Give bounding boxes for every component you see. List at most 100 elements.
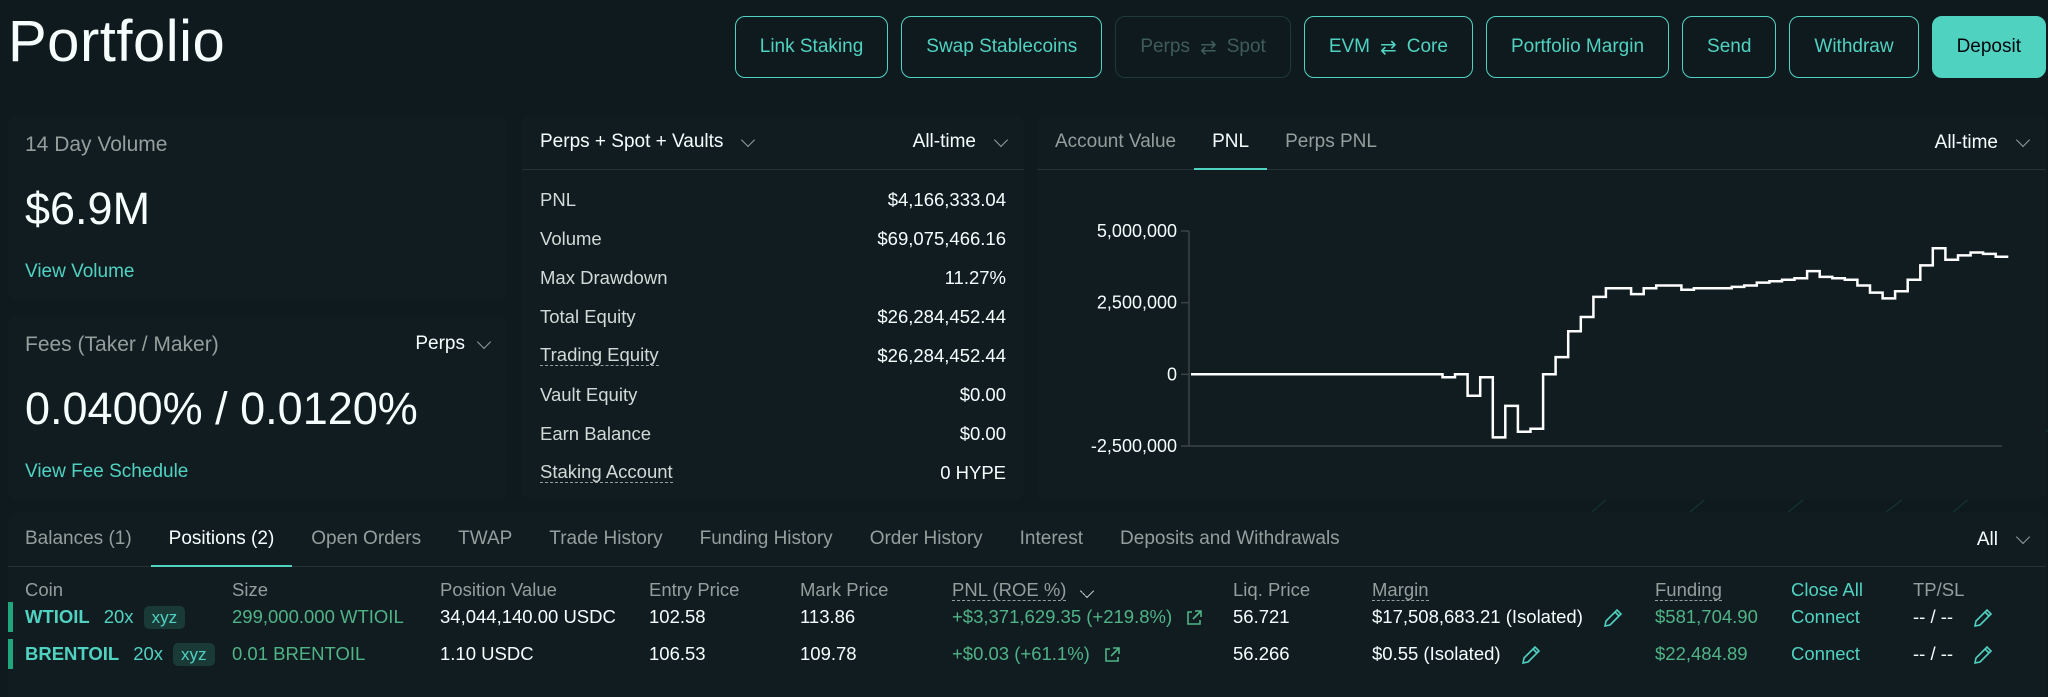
stats-header: Perps + Spot + Vaults All-time: [522, 115, 1024, 170]
tab-interest[interactable]: Interest: [1019, 528, 1084, 549]
chevron-down-icon: [2015, 529, 2031, 545]
deposit-button[interactable]: Deposit: [1931, 16, 2046, 78]
col-margin-label: Margin: [1372, 579, 1429, 601]
withdraw-button[interactable]: Withdraw: [1789, 16, 1919, 78]
tab-balances[interactable]: Balances (1): [25, 528, 132, 549]
positions-filter-dropdown[interactable]: All: [1976, 512, 2031, 567]
tab-positions[interactable]: Positions (2): [150, 512, 293, 567]
position-value-cell: 1.10 USDC: [440, 643, 534, 664]
y-tick-label: -2,500,000: [1091, 436, 1177, 456]
liq-price-cell: 56.721: [1233, 606, 1290, 627]
col-funding[interactable]: Funding: [1655, 579, 1722, 601]
stat-key: Earn Balance: [540, 422, 652, 444]
stat-value: $4,166,333.04: [887, 188, 1006, 210]
coin-cell[interactable]: WTIOIL 20x xyz: [25, 606, 186, 629]
col-margin[interactable]: Margin: [1372, 579, 1429, 601]
mark-price-cell: 113.86: [800, 606, 856, 627]
close-all-button[interactable]: Close All: [1791, 579, 1863, 600]
chart-tabs: Account Value PNL Perps PNL All-time: [1037, 115, 2046, 170]
col-funding-label: Funding: [1655, 579, 1722, 601]
top-actions: Link Staking Swap Stablecoins Perps ⇄ Sp…: [734, 16, 2046, 78]
tab-deposits-withdrawals[interactable]: Deposits and Withdrawals: [1120, 528, 1340, 549]
spot-label: Spot: [1226, 36, 1266, 57]
pencil-icon[interactable]: [1520, 644, 1542, 666]
stat-key-tooltip[interactable]: Trading Equity: [540, 344, 659, 366]
positions-panel: Balances (1) Positions (2) Open Orders T…: [8, 512, 2046, 697]
col-size: Size: [232, 579, 268, 600]
external-link-icon[interactable]: [1103, 646, 1121, 664]
leverage: 20x: [133, 643, 164, 664]
col-entry-price: Entry Price: [649, 579, 740, 600]
stats-range-dropdown[interactable]: All-time: [912, 131, 1009, 153]
coin-cell[interactable]: BRENTOIL 20x xyz: [25, 643, 215, 666]
perps-spot-transfer-button[interactable]: Perps ⇄ Spot: [1115, 16, 1291, 78]
fees-label: Fees (Taker / Maker): [25, 333, 219, 356]
dex-tag: xyz: [173, 643, 215, 666]
y-tick-label: 2,500,000: [1097, 293, 1177, 313]
stat-value: 0 HYPE: [940, 461, 1006, 483]
chart-range-dropdown[interactable]: All-time: [1935, 115, 2031, 170]
y-tick-label: 0: [1167, 364, 1177, 384]
pencil-icon[interactable]: [1602, 607, 1624, 629]
stat-key: PNL: [540, 188, 576, 210]
portfolio-margin-button[interactable]: Portfolio Margin: [1485, 16, 1670, 78]
stat-key: Vault Equity: [540, 383, 638, 405]
entry-price-cell: 106.53: [649, 643, 706, 664]
swap-stablecoins-button[interactable]: Swap Stablecoins: [901, 16, 1103, 78]
col-pnl-label: PNL (ROE %): [952, 579, 1067, 601]
page-title: Portfolio: [8, 9, 226, 74]
tab-pnl[interactable]: PNL: [1194, 115, 1268, 170]
tab-account-value[interactable]: Account Value: [1055, 131, 1177, 152]
pencil-icon[interactable]: [1972, 644, 1994, 666]
swap-arrows-icon: ⇄: [1199, 36, 1217, 59]
view-fee-schedule-link[interactable]: View Fee Schedule: [25, 461, 189, 482]
tab-funding-history[interactable]: Funding History: [699, 528, 833, 549]
pencil-icon[interactable]: [1972, 607, 1994, 629]
stat-key-tooltip[interactable]: Staking Account: [540, 461, 673, 483]
stat-row-earn-balance: Earn Balance $0.00: [540, 414, 1006, 453]
funding-cell: $581,704.90: [1655, 606, 1758, 627]
tab-open-orders[interactable]: Open Orders: [311, 528, 422, 549]
fees-value: 0.0400% / 0.0120%: [25, 383, 418, 434]
tab-perps-pnl[interactable]: Perps PNL: [1285, 131, 1377, 152]
fees-card: Fees (Taker / Maker) Perps 0.0400% / 0.0…: [8, 315, 507, 500]
pnl-chart: 5,000,000 2,500,000 0 -2,500,000: [1091, 221, 2009, 456]
external-link-icon[interactable]: [1185, 609, 1203, 627]
tpsl-cell: -- / --: [1913, 606, 1994, 629]
leverage: 20x: [103, 606, 134, 627]
pnl-cell: +$3,371,629.35 (+219.8%): [952, 606, 1203, 628]
size-cell: 299,000.000 WTIOIL: [232, 606, 404, 627]
margin-cell: $0.55 (Isolated): [1372, 643, 1542, 666]
size-cell: 0.01 BRENTOIL: [232, 643, 366, 664]
connect-button[interactable]: Connect: [1791, 606, 1860, 627]
stats-range-label: All-time: [912, 131, 976, 152]
evm-core-transfer-button[interactable]: EVM ⇄ Core: [1303, 16, 1473, 78]
volume-value: $6.9M: [25, 183, 151, 234]
stat-row-total-equity: Total Equity $26,284,452.44: [540, 297, 1006, 336]
view-volume-link[interactable]: View Volume: [25, 261, 135, 282]
pnl-value: +$3,371,629.35 (+219.8%): [952, 606, 1173, 627]
stat-key: Total Equity: [540, 305, 636, 327]
evm-label: EVM: [1328, 36, 1370, 57]
stat-key: Max Drawdown: [540, 266, 668, 288]
tpsl-cell: -- / --: [1913, 643, 1994, 666]
link-staking-button[interactable]: Link Staking: [734, 16, 889, 78]
col-liq-price: Liq. Price: [1233, 579, 1311, 600]
tab-order-history[interactable]: Order History: [869, 528, 983, 549]
perps-label: Perps: [1140, 36, 1190, 57]
filter-label: All: [1976, 528, 1998, 550]
col-pnl-sort[interactable]: PNL (ROE %): [952, 579, 1094, 601]
col-position-value: Position Value: [440, 579, 557, 600]
send-button[interactable]: Send: [1682, 16, 1777, 78]
scope-dropdown[interactable]: Perps + Spot + Vaults: [540, 131, 756, 153]
pnl-series-line: [1191, 246, 2009, 439]
volume-label: 14 Day Volume: [25, 133, 168, 156]
stat-row-vault-equity: Vault Equity $0.00: [540, 375, 1006, 414]
stat-value: $26,284,452.44: [877, 344, 1006, 366]
tab-trade-history[interactable]: Trade History: [549, 528, 663, 549]
stats-card: Perps + Spot + Vaults All-time PNL $4,16…: [522, 115, 1024, 500]
connect-button[interactable]: Connect: [1791, 643, 1860, 664]
fees-market-dropdown[interactable]: Perps: [415, 333, 492, 355]
col-coin: Coin: [25, 579, 64, 600]
tab-twap[interactable]: TWAP: [458, 528, 513, 549]
